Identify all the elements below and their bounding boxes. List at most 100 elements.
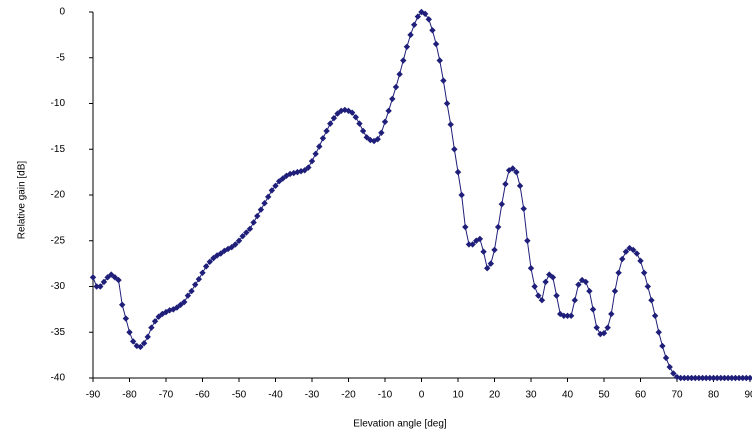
- data-point: [352, 114, 359, 121]
- x-tick-label: 40: [562, 390, 574, 401]
- data-point: [670, 370, 677, 377]
- data-point: [469, 241, 476, 248]
- data-point: [648, 297, 655, 304]
- data-point: [600, 329, 608, 337]
- data-point: [429, 27, 436, 34]
- data-point: [188, 287, 195, 295]
- data-point: [498, 200, 505, 208]
- data-point: [746, 374, 752, 382]
- y-tick-label: -40: [51, 373, 66, 384]
- data-point: [538, 297, 546, 304]
- data-point: [710, 374, 717, 382]
- x-tick-label: 80: [708, 390, 720, 401]
- data-point: [407, 31, 414, 39]
- data-point: [148, 324, 155, 331]
- data-point: [651, 312, 659, 319]
- data-point: [359, 127, 367, 135]
- data-point: [480, 248, 487, 255]
- x-tick-label: 30: [525, 390, 537, 401]
- data-point: [735, 374, 743, 382]
- data-point: [414, 13, 422, 20]
- data-point: [484, 265, 491, 272]
- data-point: [330, 114, 338, 122]
- data-point: [531, 283, 538, 290]
- data-point: [443, 100, 451, 107]
- data-point: [494, 223, 502, 231]
- data-point: [688, 374, 695, 382]
- data-point: [487, 260, 495, 267]
- data-point: [425, 16, 432, 23]
- data-point: [633, 250, 641, 257]
- data-point: [520, 205, 527, 212]
- data-point: [593, 324, 600, 331]
- data-point: [421, 10, 429, 18]
- x-tick-label: -20: [341, 390, 356, 401]
- data-point: [184, 292, 192, 299]
- y-tick-label: -25: [51, 235, 66, 246]
- data-point: [476, 235, 484, 243]
- data-point: [268, 187, 276, 194]
- data-point: [89, 274, 97, 281]
- data-point: [542, 278, 549, 286]
- data-point: [192, 281, 199, 288]
- data-point: [721, 374, 728, 382]
- x-tick-label: 60: [635, 390, 647, 401]
- data-point: [717, 374, 724, 382]
- data-point: [491, 246, 498, 254]
- data-point: [378, 129, 385, 136]
- data-point: [724, 374, 732, 382]
- data-point: [250, 219, 257, 226]
- x-tick-label: -40: [268, 390, 283, 401]
- data-point: [323, 127, 330, 135]
- data-point: [743, 374, 750, 382]
- data-point: [458, 191, 465, 199]
- data-point: [221, 247, 228, 255]
- data-point: [582, 278, 589, 286]
- x-tick-label: -90: [86, 390, 101, 401]
- data-point: [202, 263, 210, 270]
- data-point: [447, 121, 454, 128]
- data-point: [586, 287, 593, 295]
- data-point: [137, 343, 144, 351]
- data-point: [644, 283, 651, 290]
- data-point: [553, 292, 560, 299]
- data-point: [560, 312, 568, 319]
- data-point: [622, 248, 630, 255]
- data-point: [151, 318, 159, 325]
- data-point: [334, 110, 341, 117]
- data-point: [319, 135, 327, 142]
- data-point: [436, 57, 443, 64]
- y-tick-label: 0: [59, 7, 65, 18]
- data-point: [440, 77, 447, 84]
- data-point: [392, 83, 400, 91]
- data-point: [535, 292, 542, 299]
- data-point: [327, 120, 334, 127]
- data-point: [557, 310, 564, 318]
- data-point: [524, 237, 531, 244]
- data-point: [564, 312, 571, 319]
- x-axis-label: Elevation angle [deg]: [353, 419, 447, 430]
- data-point: [659, 342, 666, 350]
- data-point: [666, 363, 673, 371]
- data-line: [92, 11, 750, 379]
- data-point: [418, 8, 425, 16]
- data-point: [356, 120, 363, 127]
- data-point: [640, 269, 648, 276]
- data-point: [513, 168, 520, 176]
- data-point: [239, 232, 246, 240]
- y-tick-label: -5: [56, 52, 65, 63]
- x-tick-label: -50: [232, 390, 247, 401]
- data-point: [571, 297, 578, 304]
- y-tick-label: -15: [51, 144, 66, 155]
- data-point: [279, 175, 286, 182]
- data-point: [119, 301, 126, 308]
- data-point: [728, 374, 735, 382]
- x-tick-label: -60: [195, 390, 210, 401]
- data-point: [122, 315, 130, 322]
- data-point: [100, 278, 108, 286]
- data-point: [294, 168, 301, 176]
- data-point: [637, 257, 644, 265]
- data-point: [630, 246, 637, 254]
- data-point: [235, 237, 243, 244]
